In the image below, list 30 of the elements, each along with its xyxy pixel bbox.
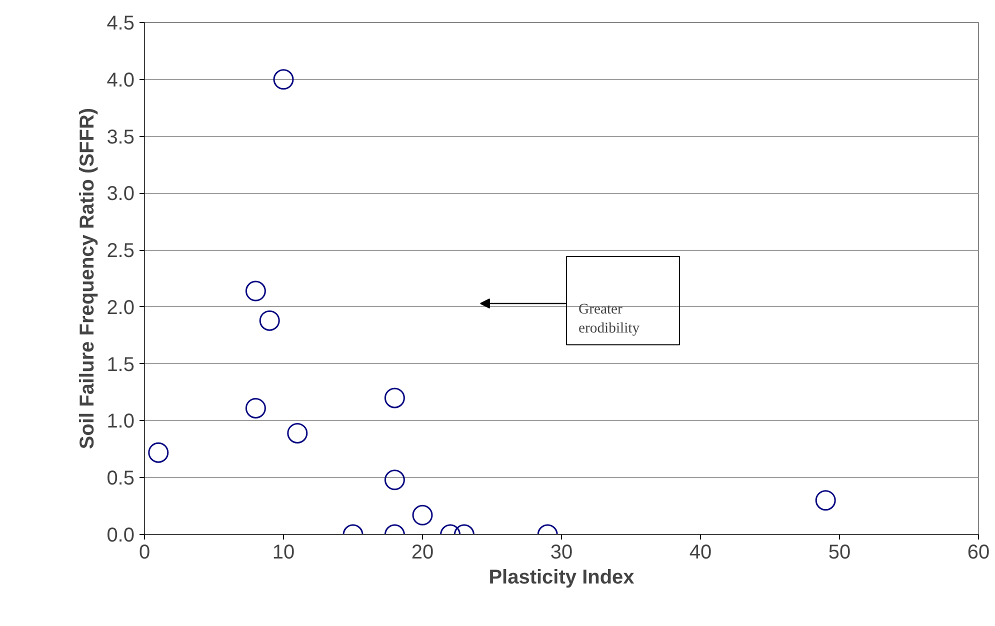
y-tick-label: 3.0	[106, 183, 135, 206]
x-tick-label: 60	[967, 542, 990, 564]
y-tick-label: 4.0	[106, 69, 135, 92]
point	[287, 423, 308, 444]
y-tick-label: 1.5	[106, 354, 135, 376]
annotation: Greater erodibility	[578, 302, 640, 337]
x-axis-title: Plasticity Index	[488, 566, 634, 588]
x-tick-label: 20	[411, 542, 434, 564]
point	[273, 69, 294, 90]
y-tick-label: 2.0	[106, 296, 135, 319]
y-tick-label: 0.5	[106, 468, 135, 490]
x-tick-label: 50	[828, 542, 851, 564]
y-tick-label: 3.5	[106, 126, 135, 148]
y-tick-label: 2.5	[106, 240, 135, 262]
y-axis-title: Soil Failure Frequency Ratio (SFFR)	[76, 108, 99, 450]
point	[815, 490, 836, 511]
point	[259, 310, 280, 331]
y-tick-label: 4.5	[106, 12, 135, 34]
point	[384, 388, 405, 408]
y-tick-label: 1.0	[106, 410, 135, 433]
y-tick-label: 0.0	[106, 524, 135, 546]
point	[245, 398, 266, 418]
x-tick-label: 30	[550, 542, 573, 564]
point	[412, 504, 433, 526]
x-tick-label: 0	[138, 542, 150, 564]
point	[384, 470, 405, 490]
point	[148, 442, 169, 463]
x-tick-label: 10	[272, 542, 295, 564]
x-tick-label: 40	[689, 542, 712, 564]
point	[245, 280, 266, 302]
